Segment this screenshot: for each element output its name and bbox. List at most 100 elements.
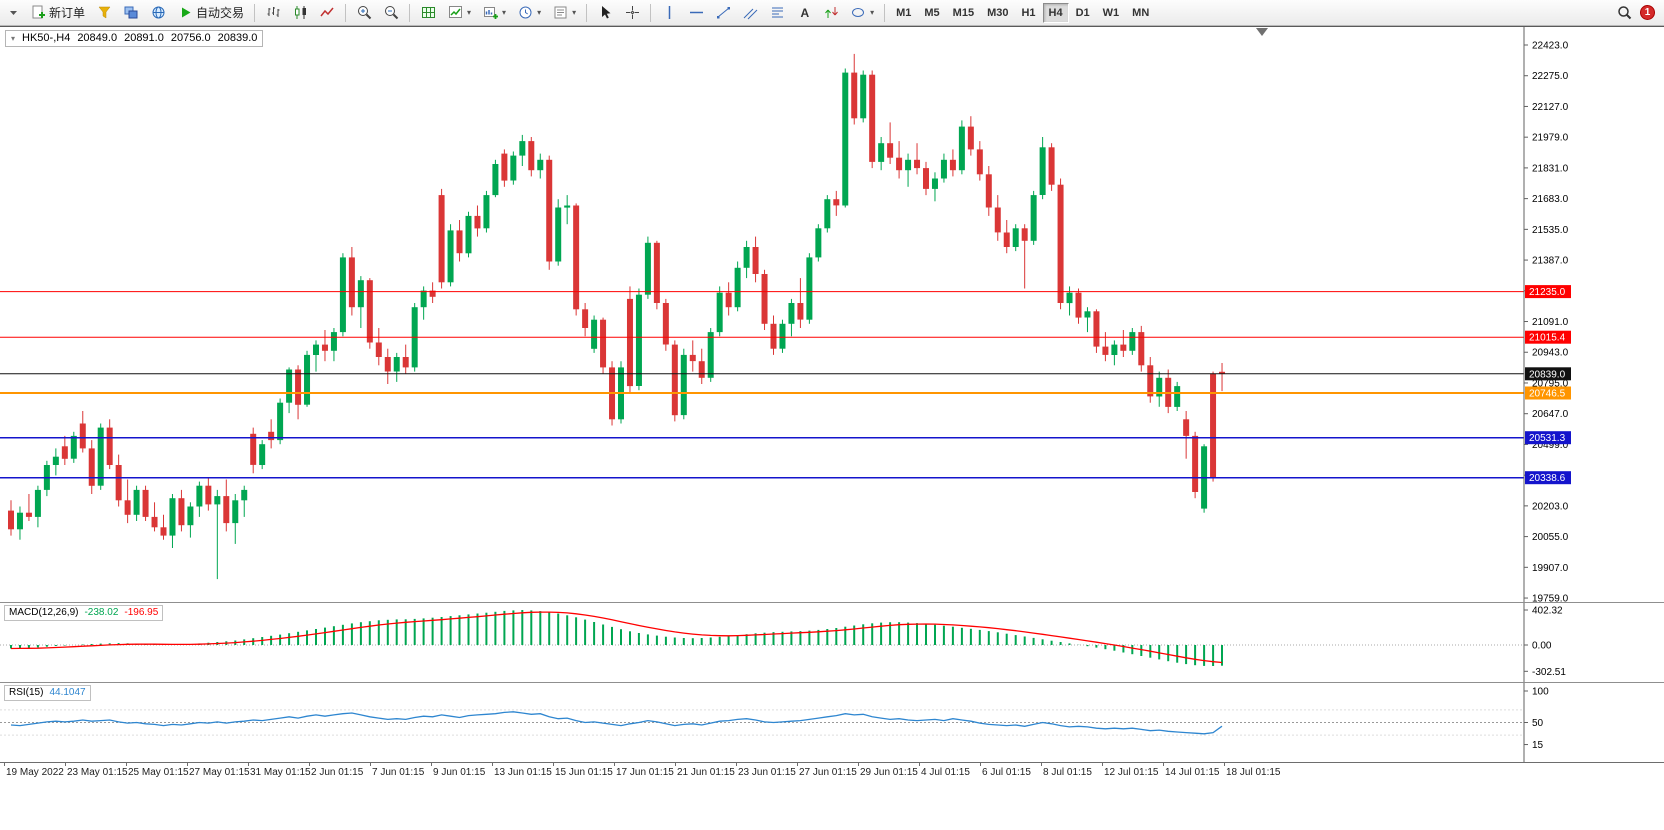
window-menu-button[interactable] [3,2,24,24]
candlestick-chart-button[interactable] [287,2,313,24]
candle [716,292,723,333]
text-button[interactable]: A [791,2,817,24]
time-label: 23 Jun 01:15 [738,767,796,778]
candle [295,369,302,405]
candle [223,496,230,524]
time-label: 6 Jul 01:15 [982,767,1031,778]
indicators-icon [447,5,463,21]
candle [1192,435,1199,492]
toolbar-separator [254,3,256,22]
price-axis-label: 20203.0 [1532,501,1569,512]
metaeditor-button[interactable] [91,2,117,24]
symbol-header: ▾ HK50-,H4 20849.0 20891.0 20756.0 20839… [5,30,264,47]
time-tick [858,763,859,766]
candle [402,357,409,368]
auto-trading-button[interactable]: 自动交易 [172,2,249,24]
vertical-line-button[interactable] [656,2,682,24]
chevron-down-icon: ▾ [502,8,507,17]
tile-windows-button[interactable] [415,2,441,24]
tf-button-m1[interactable]: M1 [890,3,917,23]
time-label: 4 Jul 01:15 [921,767,970,778]
chart-shift-marker[interactable] [1256,28,1268,36]
candle [1102,346,1109,355]
macd-signal-value: -196.95 [124,607,159,618]
notification-badge[interactable]: 1 [1640,5,1655,20]
candle [79,423,86,449]
channel-button[interactable] [737,2,763,24]
fibonacci-button[interactable] [764,2,790,24]
time-label: 18 Jul 01:15 [1226,767,1281,778]
search-button[interactable] [1611,2,1637,24]
channel-icon [742,5,758,21]
candle [277,402,284,441]
profiles-button[interactable]: ▾ [512,2,546,24]
candle [142,489,149,517]
price-tag [1525,431,1571,445]
candle [286,369,293,403]
shapes-button[interactable]: ▾ [845,2,879,24]
arrows-button[interactable] [818,2,844,24]
candle [1048,147,1055,185]
bar-chart-button[interactable] [260,2,286,24]
time-tick [187,763,188,766]
tf-button-h4[interactable]: H4 [1042,2,1069,23]
candle [600,319,607,368]
tf-button-d1[interactable]: D1 [1070,3,1096,23]
candle [788,303,795,324]
data-window-button[interactable] [145,2,171,24]
tf-button-m15[interactable]: M15 [947,3,980,23]
market-watch-button[interactable] [118,2,144,24]
tf-button-h1[interactable]: H1 [1015,3,1041,23]
line-chart-button[interactable] [314,2,340,24]
time-tick [553,763,554,766]
crosshair-icon [624,5,640,21]
new-order-label: 新订单 [49,6,86,20]
price-axis-label: 21979.0 [1532,133,1569,144]
rsi-value: 44.1047 [49,687,86,698]
candle [115,465,122,501]
candle [905,159,912,171]
macd-chart[interactable]: 402.32 0.00 -302.51 [0,603,1664,682]
bottom-gap [0,782,1664,830]
time-tick [4,763,5,766]
price-axis-label: 19907.0 [1532,563,1569,574]
candle [1219,371,1226,374]
trendline-button[interactable] [710,2,736,24]
candle [420,290,427,308]
time-axis[interactable]: 19 May 2022 23 May 01:15 25 May 01:15 27 Ma… [0,762,1664,782]
price-chart-panel[interactable]: 22423.0 22275.0 22127.0 21979.0 21831.0 21683… [0,26,1664,602]
macd-label: MACD(12,26,9) -238.02 -196.95 [4,605,164,621]
svg-text:A: A [800,6,809,20]
tf-button-mn[interactable]: MN [1126,3,1155,23]
cursor-button[interactable] [592,2,618,24]
rsi-panel[interactable]: 100 50 15 RSI(15) 44.1047 [0,682,1664,762]
tf-button-w1[interactable]: W1 [1097,3,1126,23]
rsi-label: RSI(15) 44.1047 [4,685,91,701]
rsi-chart[interactable]: 100 50 15 [0,683,1664,762]
horizontal-line-button[interactable] [683,2,709,24]
candle [160,527,167,536]
time-label: 31 May 01:15 [250,767,311,778]
text-icon: A [796,5,812,21]
candle [923,168,929,189]
macd-panel[interactable]: 402.32 0.00 -302.51 MACD(12,26,9) -238.02 … [0,602,1664,682]
tf-button-m30[interactable]: M30 [981,3,1014,23]
templates-button[interactable]: ▾ [547,2,581,24]
cursor-icon [597,5,613,21]
candle [528,141,535,171]
crosshair-button[interactable] [619,2,645,24]
time-label: 14 Jul 01:15 [1165,767,1220,778]
zoom-out-button[interactable] [378,2,404,24]
zoom-in-button[interactable] [351,2,377,24]
globe-icon [150,5,166,21]
new-order-button[interactable]: 新订单 [25,2,90,24]
vertical-line-icon [661,5,677,21]
ellipse-icon [850,5,866,21]
time-label: 17 Jun 01:15 [616,767,674,778]
macd-name: MACD(12,26,9) [9,607,79,618]
ohlc-bars-icon [265,5,281,21]
indicators-button[interactable]: ▾ [442,2,476,24]
candlestick-chart[interactable]: 22423.0 22275.0 22127.0 21979.0 21831.0 21683… [0,27,1664,602]
tf-button-m5[interactable]: M5 [918,3,945,23]
new-chart-button[interactable]: ▾ [477,2,511,24]
